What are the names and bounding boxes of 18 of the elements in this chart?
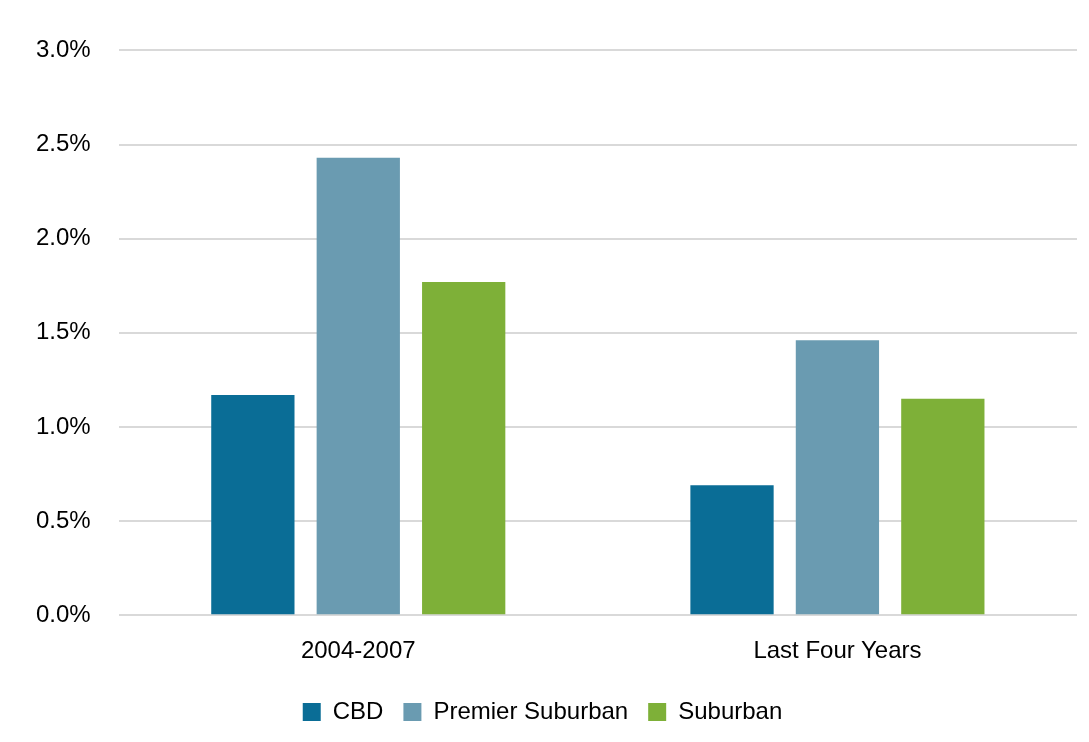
y-tick-label: 3.0%: [36, 35, 91, 63]
legend-label: CBD: [332, 696, 384, 724]
bar: [901, 398, 985, 615]
bar: [316, 157, 400, 615]
y-tick-label: 0.5%: [36, 505, 91, 533]
y-tick-label: 1.0%: [36, 411, 91, 439]
bar: [422, 281, 506, 615]
y-tick-label: 2.0%: [36, 223, 91, 251]
bar: [211, 394, 295, 615]
y-tick-label: 2.5%: [36, 129, 91, 157]
x-tick-label: Last Four Years: [753, 636, 922, 664]
bar: [690, 485, 774, 615]
y-tick-label: 0.0%: [36, 599, 91, 627]
bar: [795, 340, 880, 615]
legend-label: Suburban: [678, 696, 783, 724]
y-tick-label: 1.5%: [36, 317, 91, 345]
legend-label: Premier Suburban: [433, 696, 629, 724]
x-tick-label: 2004-2007: [300, 636, 416, 664]
